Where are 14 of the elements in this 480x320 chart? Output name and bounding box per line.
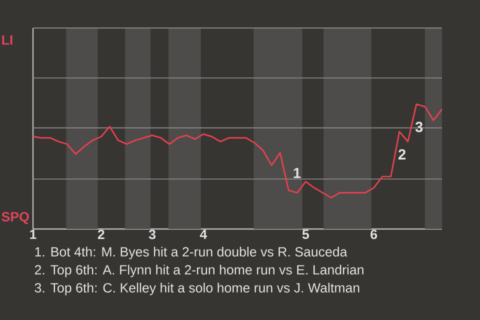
x-tick-label: 1 — [30, 230, 36, 239]
text: 2. Top 6th: A. Flynn hit a 2-run home run vs E. Landrian — [34, 264, 364, 278]
x-tick-label: 5 — [302, 230, 309, 239]
annotation: 1 — [294, 168, 301, 178]
annotation: 3 — [415, 122, 423, 132]
x-tick-label: 2 — [98, 230, 104, 240]
text: 3. Top 6th: C. Kelley hit a solo home run vs J. Waltman — [34, 282, 360, 296]
x-tick-label: 6 — [370, 230, 378, 240]
x-tick-label: 3 — [148, 230, 156, 240]
annotation: 2 — [398, 149, 406, 160]
x-tick-label: 4 — [200, 230, 208, 239]
text: 1. Bot 4th: M. Byes hit a 2-run double vs R. Sauceda — [35, 246, 348, 260]
text: LI — [2, 35, 12, 45]
text: SPQ — [2, 212, 29, 224]
